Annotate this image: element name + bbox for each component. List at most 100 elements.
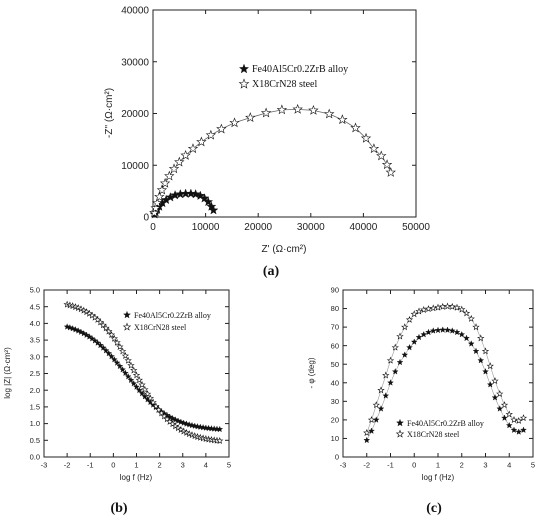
data-point-steel (187, 143, 199, 154)
data-point-alloy (203, 196, 214, 207)
data-point-alloy (448, 327, 456, 334)
data-point-alloy (415, 333, 423, 341)
data-point-steel (308, 104, 319, 115)
y-tick-label: 0 (335, 453, 339, 462)
data-point-alloy (135, 386, 143, 394)
data-point-steel (260, 107, 272, 118)
data-point-alloy (396, 358, 404, 366)
data-point-steel (377, 386, 385, 394)
y-tick-label: 1.5 (30, 403, 40, 412)
y-tick-label: 0 (143, 213, 149, 224)
data-point-steel (174, 424, 182, 432)
data-point-alloy (74, 327, 82, 334)
x-tick-label: 5 (531, 461, 535, 470)
x-tick-label: 3 (483, 461, 487, 470)
x-axis-label-b: log f (Hz) (120, 473, 153, 482)
legend-marker-steel (122, 322, 132, 331)
data-point-alloy (119, 366, 127, 373)
data-point-steel (196, 136, 207, 147)
y-tick-label: 70 (331, 323, 339, 332)
data-point-alloy (501, 414, 508, 421)
data-point-steel (205, 129, 217, 140)
x-tick-label: 40000 (349, 222, 377, 233)
data-point-alloy (486, 381, 494, 388)
data-point-alloy (113, 359, 121, 366)
data-point-steel (168, 163, 180, 174)
x-tick-label: -3 (340, 461, 347, 470)
panel-label-c: (c) (426, 501, 442, 516)
nyquist-plot: 0 10000 20000 30000 40000 50000 0 10000 20000 300… (104, 6, 430, 280)
data-point-steel (150, 202, 161, 213)
y-axis-label-c: - φ (deg) (307, 357, 316, 388)
data-point-alloy (77, 328, 85, 335)
data-point-alloy (520, 426, 527, 433)
x-tick-label: 4 (204, 461, 208, 470)
legend-marker-steel (238, 78, 250, 89)
legend-label-alloy-b: Fe40Al5Cr0.2ZrB alloy (134, 311, 211, 320)
data-point-steel (519, 414, 528, 422)
data-point-alloy (377, 405, 385, 412)
data-point-steel (182, 428, 191, 436)
bode-modulus-plot: -3 -2 -1 0 1 2 3 4 5 0.0 0.5 1.0 1.5 2.0 2.5 3.0 3.5 4.0 4… (3, 286, 231, 516)
data-point-steel (80, 306, 88, 314)
y-tick-label: 0.5 (30, 436, 40, 445)
data-point-alloy (99, 344, 107, 351)
data-point-alloy (444, 326, 451, 333)
data-point-alloy (83, 331, 90, 338)
y-tick-label: 4.5 (30, 302, 40, 311)
data-point-steel (350, 122, 361, 133)
data-point-steel (486, 362, 494, 370)
data-point-alloy (482, 368, 489, 375)
x-tick-label: 0 (150, 222, 156, 233)
fit-line (366, 305, 524, 434)
y-tick-label: 3.0 (30, 352, 40, 361)
data-point-steel (372, 401, 380, 409)
x-tick-label: 0 (412, 461, 416, 470)
data-point-steel (382, 371, 390, 379)
legend-c: Fe40Al5Cr0.2ZrB alloy X18CrN28 steel (407, 419, 484, 439)
data-point-steel (96, 318, 105, 326)
data-point-steel (216, 123, 227, 134)
y-tick-label: 4.0 (30, 319, 40, 328)
data-point-steel (424, 305, 433, 313)
legend-a: Fe40Al5Cr0.2ZrB alloy X18CrN28 steel (252, 64, 348, 90)
data-point-steel (396, 332, 404, 340)
data-point-steel (102, 324, 110, 332)
data-point-steel (152, 402, 160, 410)
data-point-steel (434, 303, 442, 311)
y-tick-label: 1.0 (30, 419, 40, 428)
legend-marker-steel (395, 429, 405, 438)
data-point-steel (405, 315, 414, 323)
x-tick-label: 4 (507, 461, 511, 470)
y-tick-label: 40000 (121, 6, 149, 17)
fit-line (366, 329, 524, 441)
data-point-steel (180, 427, 188, 435)
legend-marker-alloy (238, 63, 250, 74)
y-tick-label: 3.5 (30, 336, 40, 345)
data-point-steel (141, 385, 149, 393)
data-point-alloy (401, 351, 409, 358)
data-point-steel (149, 398, 157, 406)
x-tick-label: -1 (387, 461, 394, 470)
fit-line (153, 108, 392, 214)
data-point-steel (152, 197, 163, 208)
y-tick-label: 20 (331, 416, 339, 425)
data-point-alloy (467, 340, 475, 347)
y-tick-label: 40 (331, 378, 339, 387)
data-point-alloy (372, 416, 380, 423)
data-point-steel (116, 343, 124, 350)
data-marks-b (63, 300, 224, 444)
data-point-steel (99, 321, 107, 329)
data-point-steel (180, 149, 191, 160)
data-point-alloy (190, 189, 201, 199)
data-point-steel (410, 310, 418, 318)
data-point-alloy (453, 328, 461, 336)
data-point-alloy (72, 326, 79, 333)
x-tick-label: 2 (460, 461, 464, 470)
data-point-steel (107, 330, 116, 338)
data-point-steel (135, 376, 143, 384)
data-point-steel (174, 156, 185, 167)
x-axis-label-c: log f (Hz) (422, 473, 455, 482)
